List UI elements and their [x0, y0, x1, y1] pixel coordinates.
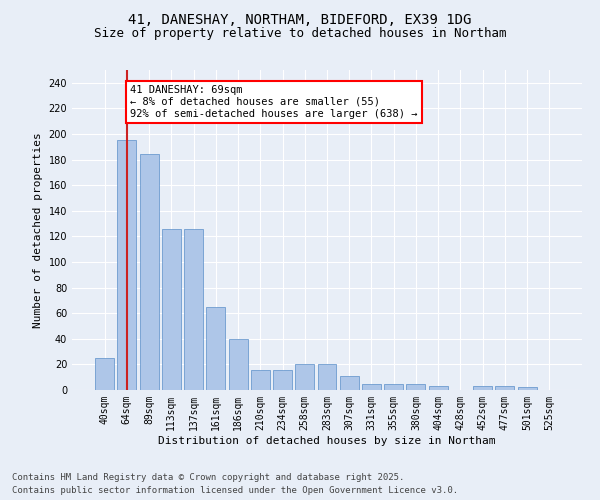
Bar [429, 386, 448, 390]
Bar [118, 140, 136, 390]
Bar [95, 358, 114, 390]
Y-axis label: Number of detached properties: Number of detached properties [33, 132, 43, 328]
Bar [496, 386, 514, 390]
Bar [206, 307, 225, 390]
Bar [384, 384, 403, 390]
Bar [162, 228, 181, 390]
Bar [406, 384, 425, 390]
Bar [362, 384, 381, 390]
Bar [317, 364, 337, 390]
Bar [473, 386, 492, 390]
Text: 41, DANESHAY, NORTHAM, BIDEFORD, EX39 1DG: 41, DANESHAY, NORTHAM, BIDEFORD, EX39 1D… [128, 12, 472, 26]
Bar [340, 376, 359, 390]
Bar [518, 388, 536, 390]
Text: Size of property relative to detached houses in Northam: Size of property relative to detached ho… [94, 28, 506, 40]
Text: Contains HM Land Registry data © Crown copyright and database right 2025.: Contains HM Land Registry data © Crown c… [12, 474, 404, 482]
Text: Contains public sector information licensed under the Open Government Licence v3: Contains public sector information licen… [12, 486, 458, 495]
Text: 41 DANESHAY: 69sqm
← 8% of detached houses are smaller (55)
92% of semi-detached: 41 DANESHAY: 69sqm ← 8% of detached hous… [130, 86, 418, 118]
Bar [229, 339, 248, 390]
Bar [273, 370, 292, 390]
Bar [184, 228, 203, 390]
Bar [251, 370, 270, 390]
X-axis label: Distribution of detached houses by size in Northam: Distribution of detached houses by size … [158, 436, 496, 446]
Bar [295, 364, 314, 390]
Bar [140, 154, 158, 390]
